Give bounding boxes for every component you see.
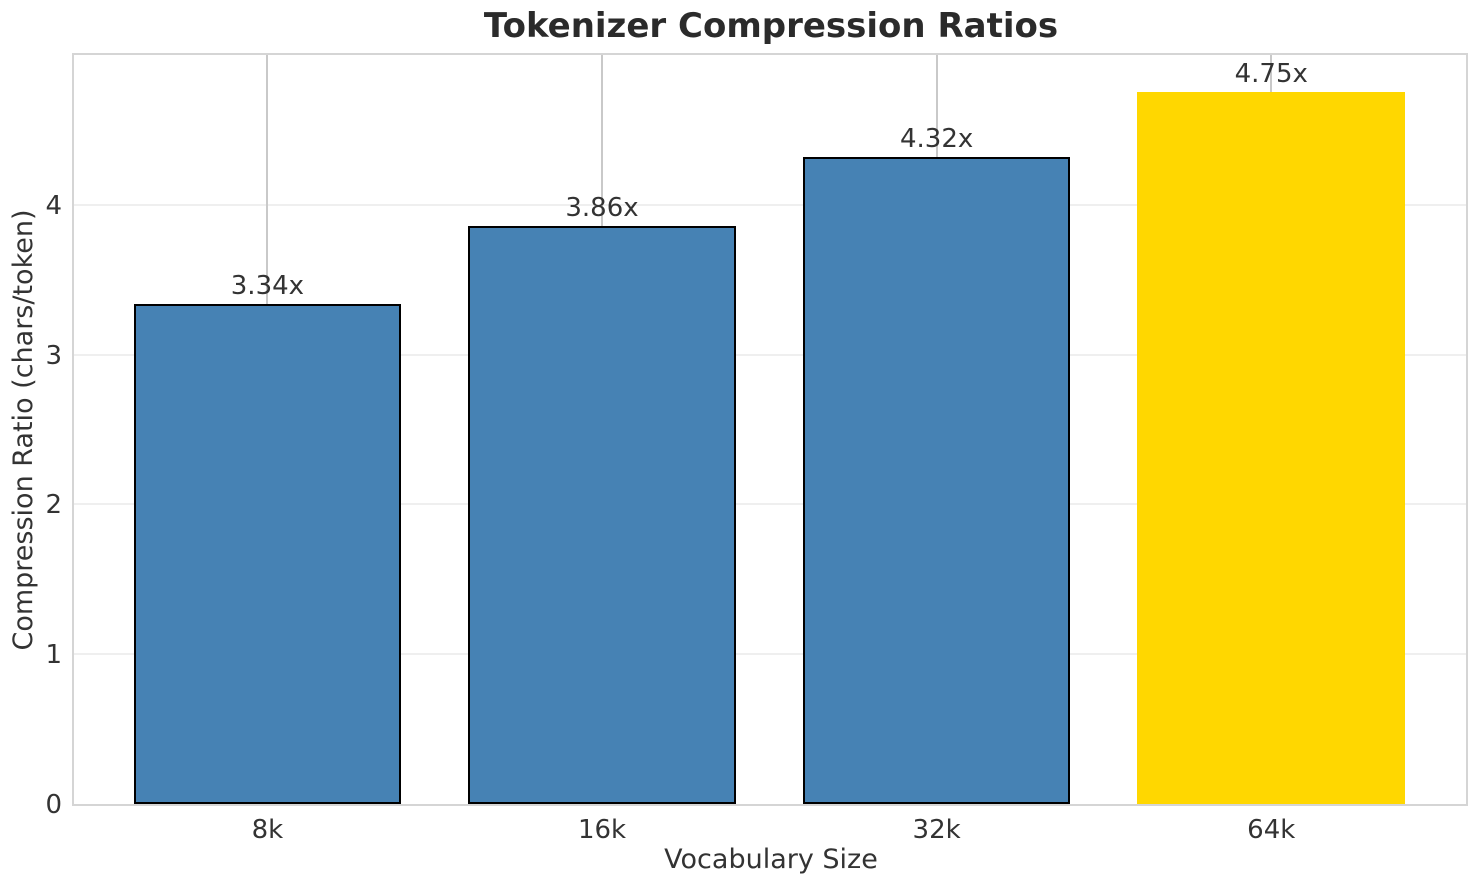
- x-tick-label-8k: 8k: [251, 815, 284, 845]
- y-tick-label-3: 3: [45, 340, 62, 371]
- bar-8k: [133, 303, 402, 804]
- bar-16k: [468, 225, 736, 804]
- x-tick-label-16k: 16k: [577, 815, 627, 845]
- plot-area: 0 1 2 3 4 3.34x 8k 3.86x 16k 4.32x 32k 4.75x 64k: [45, 53, 1468, 844]
- y-tick-label-2: 2: [45, 490, 62, 521]
- chart-title: Tokenizer Compression Ratios: [483, 6, 1059, 46]
- y-gridline-1: [74, 653, 1466, 656]
- bar-value-label-64k: 4.75x: [1234, 59, 1308, 90]
- bar-value-label-16k: 3.86x: [565, 192, 639, 223]
- y-gridline-3: [74, 353, 1466, 356]
- y-tick-label-0: 0: [45, 790, 62, 820]
- y-axis-label: Compression Ratio (chars/token): [8, 209, 39, 651]
- y-gridline-4: [74, 203, 1466, 206]
- y-gridline-2: [74, 503, 1466, 506]
- bar-value-label-8k: 3.34x: [230, 270, 305, 301]
- y-tick-label-1: 1: [45, 640, 62, 671]
- x-tick-label-64k: 64k: [1247, 815, 1296, 845]
- x-axis-label: Vocabulary Size: [664, 844, 878, 875]
- bar-64k: [1137, 92, 1406, 804]
- bar-32k: [802, 156, 1071, 804]
- bar-value-label-32k: 4.32x: [899, 123, 974, 154]
- x-tick-label-32k: 32k: [912, 815, 961, 845]
- y-tick-label-4: 4: [45, 190, 62, 221]
